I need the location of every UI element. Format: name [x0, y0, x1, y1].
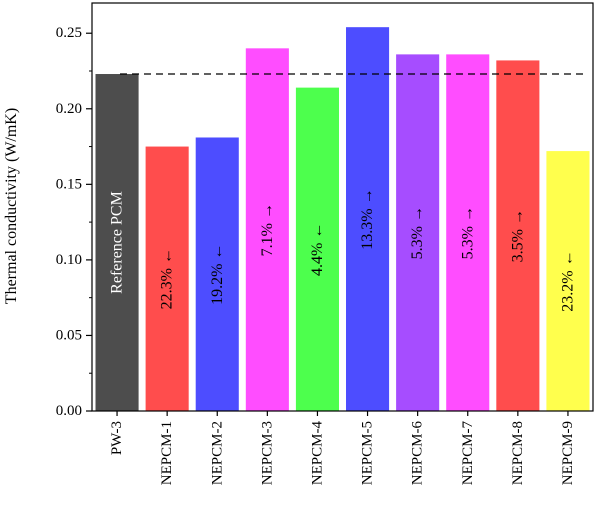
- bar: [446, 54, 490, 411]
- bar-value-label: 23.2% ←: [559, 250, 576, 311]
- y-tick-label: 0.20: [56, 101, 82, 117]
- bar-value-label: 5.3% →: [459, 206, 476, 259]
- bar-value-label: 22.3% ←: [159, 248, 176, 309]
- bars-group: [95, 27, 590, 412]
- x-tick-label: NEPCM-1: [159, 421, 175, 485]
- y-tick-label: 0.00: [56, 403, 82, 419]
- bar-value-label: 13.3% →: [359, 188, 376, 249]
- bar: [95, 74, 139, 412]
- bar-value-label: 19.2% ←: [209, 244, 226, 305]
- y-tick-label: 0.05: [56, 327, 82, 343]
- y-tick-label: 0.25: [56, 25, 82, 41]
- x-tick-label: NEPCM-7: [460, 421, 476, 486]
- y-tick-label: 0.10: [56, 252, 82, 268]
- y-tick-label: 0.15: [56, 176, 82, 192]
- x-axis: PW-3 NEPCM-1 NEPCM-2 NEPCM-3 NEPCM-4 NEPCM-5 N…: [109, 411, 576, 485]
- x-tick-label: NEPCM-8: [510, 421, 526, 485]
- x-tick-label: NEPCM-9: [560, 421, 576, 485]
- bar: [145, 146, 189, 412]
- bar-value-label: 5.3% →: [409, 206, 426, 259]
- y-axis-label: Thermal conductivity (W/mK): [3, 108, 20, 304]
- bar-value-label: 3.5% →: [509, 209, 526, 262]
- bar: [295, 87, 339, 411]
- bar-value-label: 4.4% ←: [309, 223, 326, 276]
- x-tick-label: NEPCM-5: [360, 421, 376, 485]
- x-tick-label: PW-3: [109, 421, 125, 455]
- x-tick-label: NEPCM-4: [309, 421, 325, 486]
- bar-value-label: 7.1% →: [259, 203, 276, 256]
- bar-labels-group: Reference PCM 22.3% ← 19.2% ← 7.1% → 4.4% ← 1…: [109, 188, 577, 311]
- bar: [396, 54, 440, 411]
- bar: [195, 137, 239, 411]
- plot-frame: [91, 2, 594, 412]
- bar: [245, 48, 289, 411]
- x-tick-label: NEPCM-3: [259, 421, 275, 485]
- y-axis: 0.00 0.05 0.10 0.15 0.20 0.25: [56, 25, 92, 419]
- x-tick-label: NEPCM-6: [410, 421, 426, 486]
- bar: [546, 151, 590, 412]
- bar-value-label: Reference PCM: [109, 191, 126, 294]
- bar: [346, 27, 390, 412]
- x-tick-label: NEPCM-2: [209, 421, 225, 485]
- bar: [496, 60, 540, 412]
